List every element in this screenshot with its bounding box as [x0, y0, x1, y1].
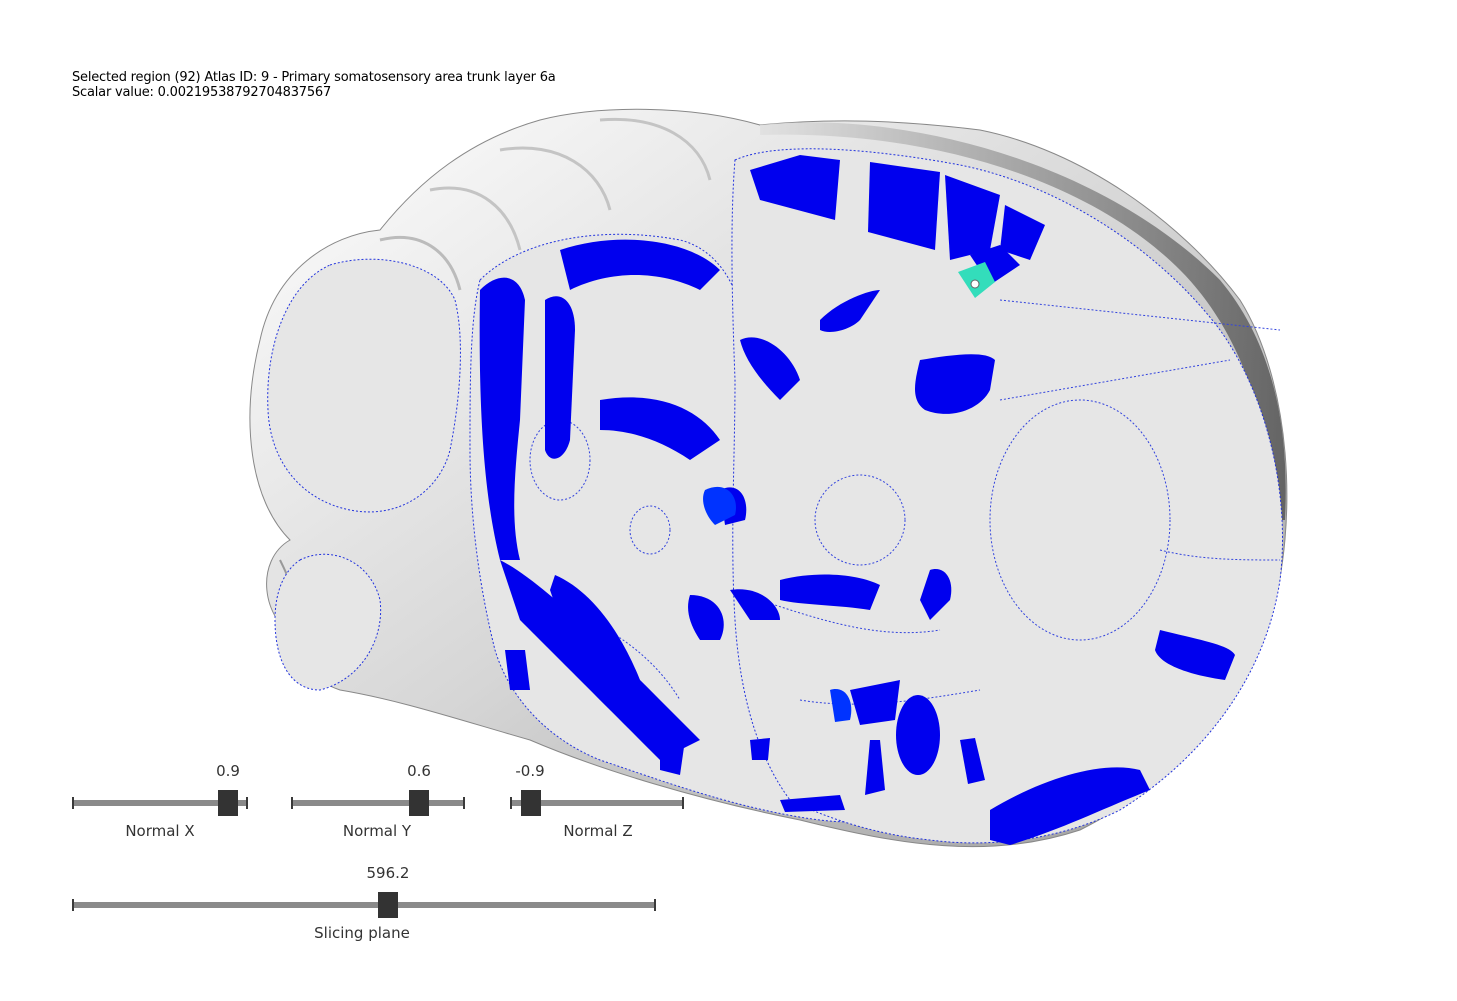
- slider-label: Normal Z: [563, 822, 633, 840]
- slider-value: 0.9: [216, 762, 240, 780]
- slider-min-cap: [291, 797, 293, 809]
- slider-min-cap: [72, 899, 74, 911]
- selected-region-label: Selected region (92) Atlas ID: 9 - Prima…: [72, 70, 556, 85]
- selected-region-info: Selected region (92) Atlas ID: 9 - Prima…: [72, 70, 556, 100]
- slider-handle[interactable]: [521, 790, 541, 816]
- slider-handle[interactable]: [378, 892, 398, 918]
- slider-min-cap: [72, 797, 74, 809]
- slider-track[interactable]: [291, 800, 465, 806]
- slider-max-cap: [654, 899, 656, 911]
- slider-handle[interactable]: [218, 790, 238, 816]
- slider-value: 0.6: [407, 762, 431, 780]
- slider-value: 596.2: [366, 864, 410, 882]
- slider-value: -0.9: [515, 762, 545, 780]
- slider-track[interactable]: [72, 800, 248, 806]
- slider-max-cap: [463, 797, 465, 809]
- slice-section[interactable]: [267, 148, 1283, 845]
- scalar-value-label: Scalar value: 0.00219538792704837567: [72, 85, 332, 100]
- slider-max-cap: [682, 797, 684, 809]
- slider-max-cap: [246, 797, 248, 809]
- slider-label: Normal Y: [342, 822, 412, 840]
- slider-track[interactable]: [72, 902, 656, 908]
- slider-handle[interactable]: [409, 790, 429, 816]
- slider-label: Slicing plane: [314, 924, 410, 942]
- selection-marker: [970, 279, 980, 289]
- slider-label: Normal X: [125, 822, 195, 840]
- slider-track[interactable]: [510, 800, 684, 806]
- slider-min-cap: [510, 797, 512, 809]
